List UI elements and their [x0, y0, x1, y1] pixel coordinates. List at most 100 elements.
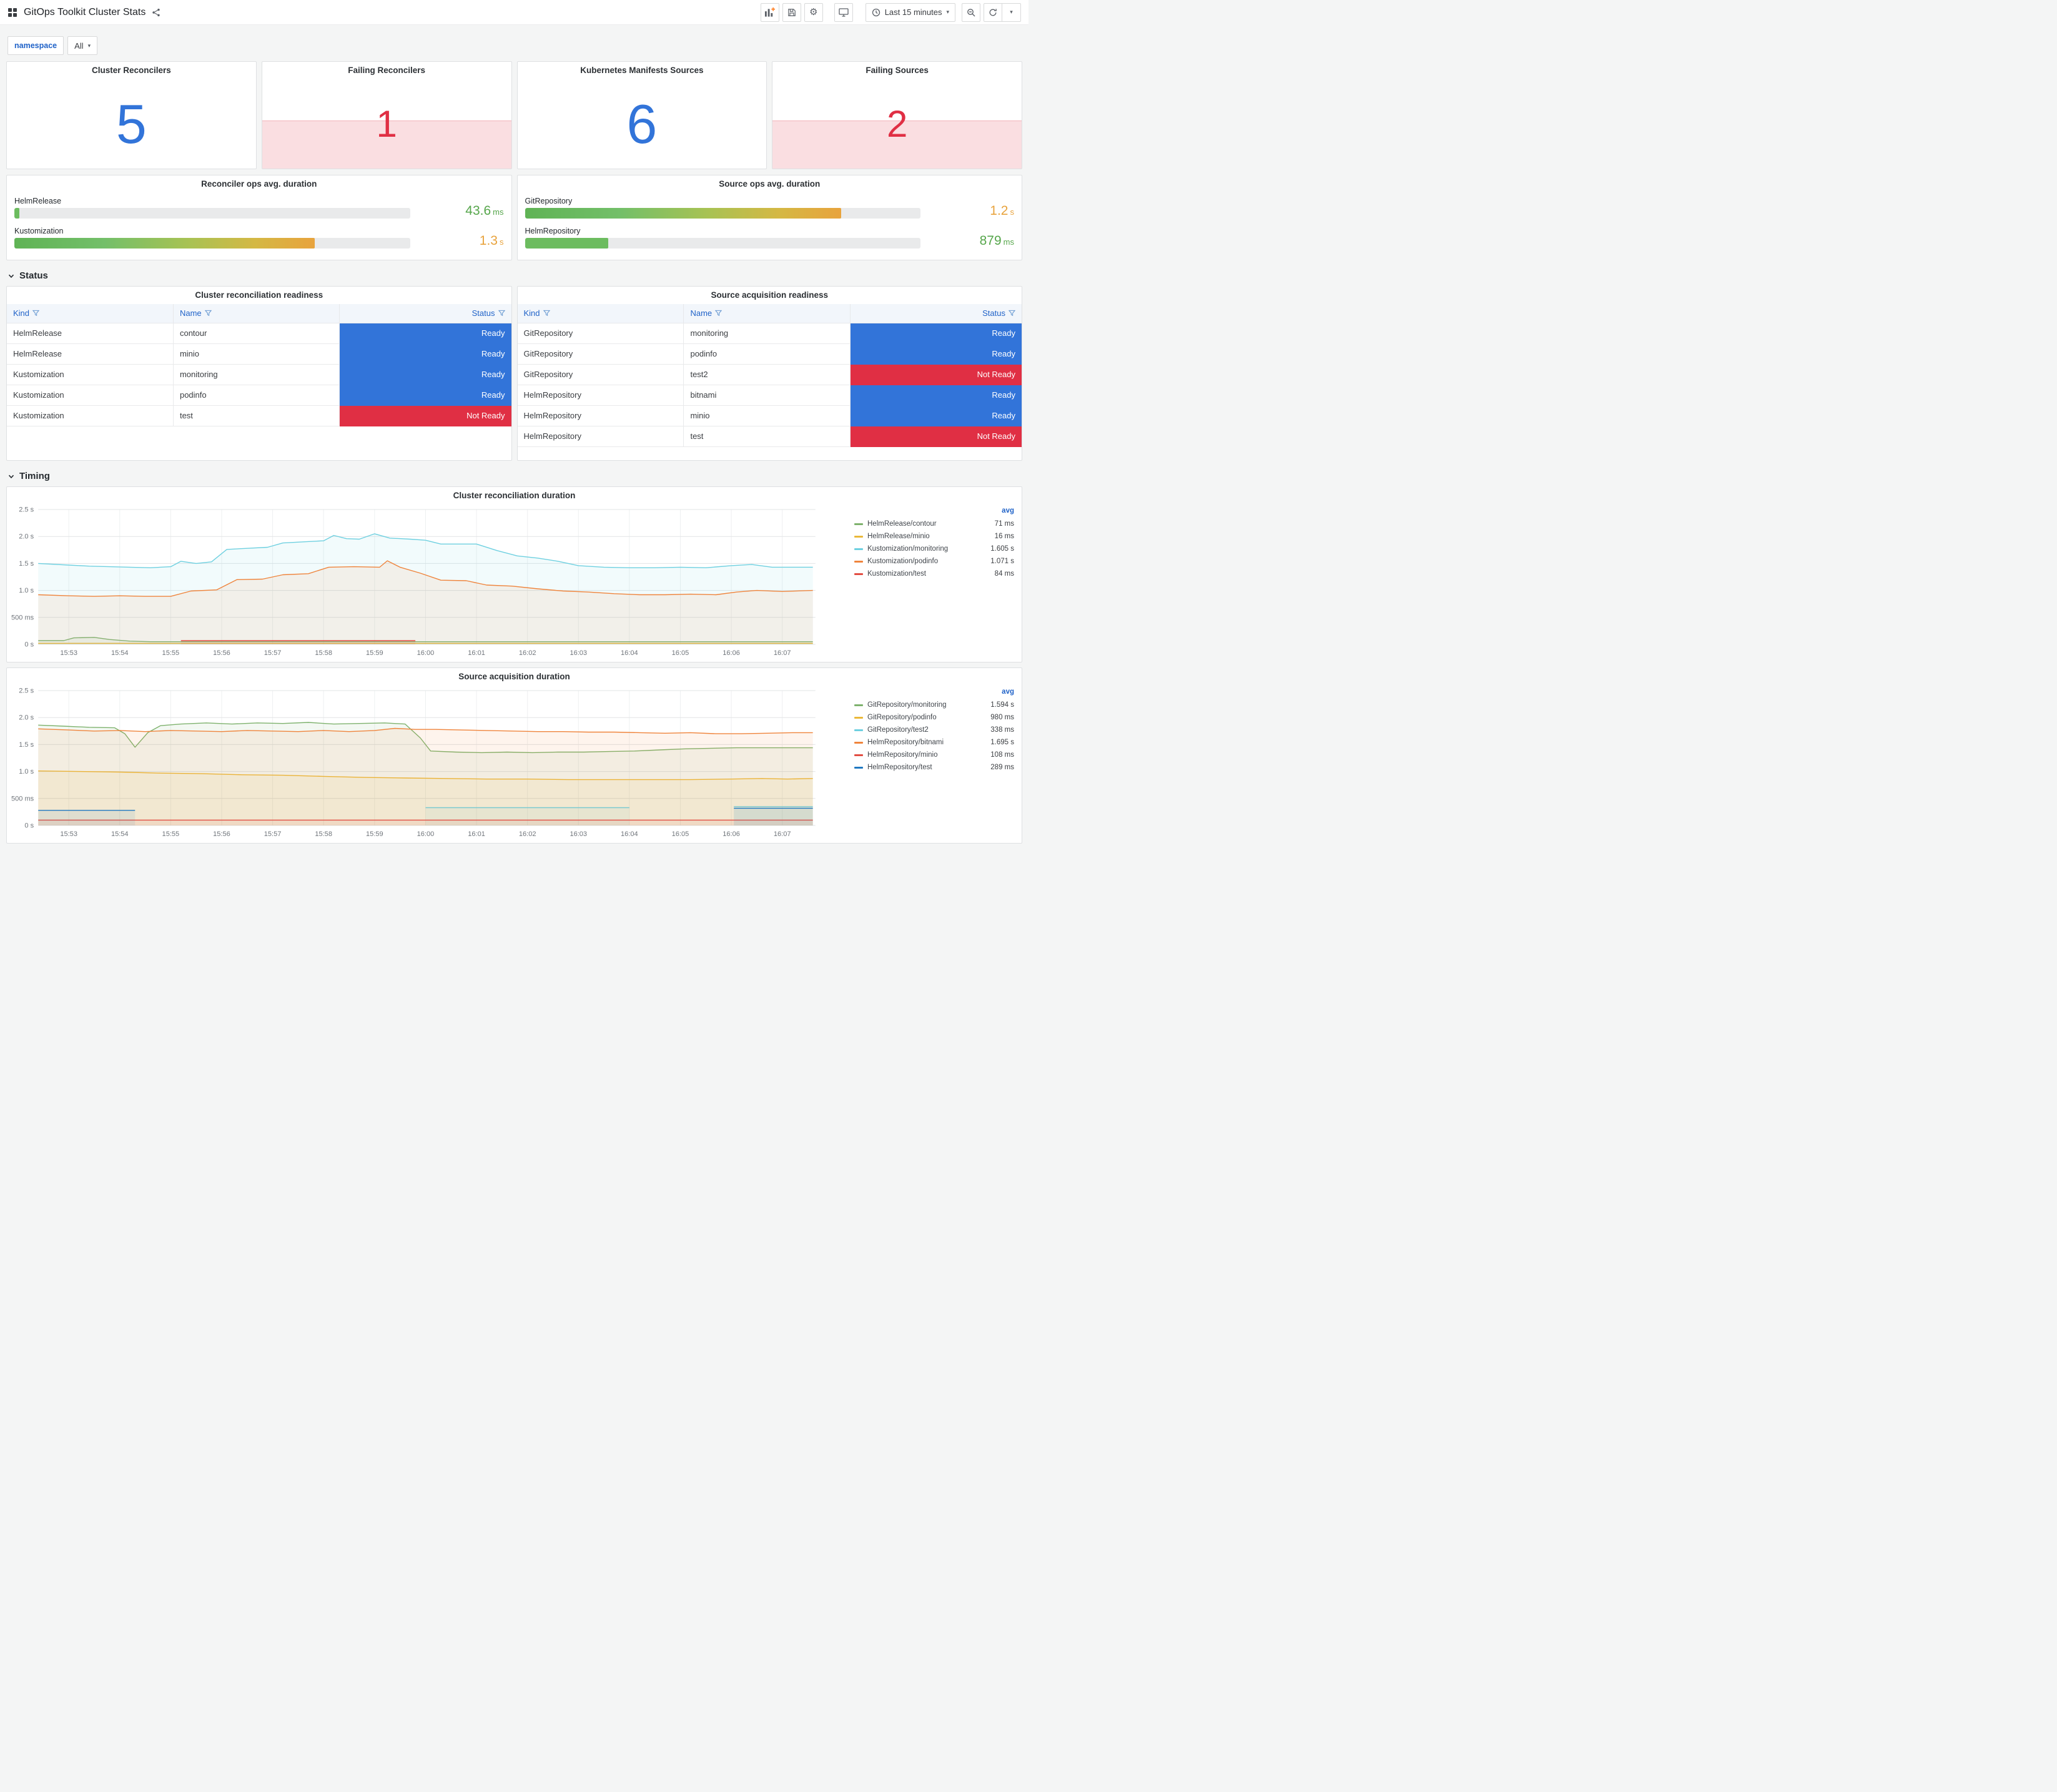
- gauges-row: Reconciler ops avg. duration HelmRelease…: [6, 175, 1022, 260]
- status-badge: Ready: [849, 384, 1022, 406]
- series-color-swatch: [854, 535, 863, 538]
- legend-item[interactable]: Kustomization/monitoring 1.605 s: [854, 543, 1014, 555]
- panel-title[interactable]: Failing Sources: [866, 66, 929, 75]
- save-dashboard-button[interactable]: [782, 2, 801, 22]
- svg-text:16:00: 16:00: [417, 649, 435, 657]
- svg-text:1.5 s: 1.5 s: [19, 741, 34, 749]
- apps-grid-icon[interactable]: [7, 7, 17, 17]
- legend-item[interactable]: Kustomization/test 84 ms: [854, 568, 1014, 580]
- svg-text:16:02: 16:02: [519, 649, 536, 657]
- gauge-track: [14, 238, 410, 249]
- time-series-plot[interactable]: 15:53 15:54 15:55 15:56 15:57 15:58 15:59 16:00…: [7, 686, 854, 842]
- panel-title[interactable]: Reconciler ops avg. duration: [201, 179, 317, 189]
- legend-item[interactable]: Kustomization/podinfo 1.071 s: [854, 555, 1014, 568]
- column-header-kind[interactable]: Kind: [7, 304, 174, 323]
- legend-item[interactable]: HelmRepository/bitnami 1.695 s: [854, 736, 1014, 749]
- status-badge: Not Ready: [339, 405, 511, 426]
- legend-item[interactable]: GitRepository/monitoring 1.594 s: [854, 699, 1014, 711]
- refresh-interval-dropdown[interactable]: ▾: [1002, 2, 1021, 22]
- gauge-value: 43.6 ms: [465, 204, 504, 218]
- svg-text:2.5 s: 2.5 s: [19, 687, 34, 695]
- column-header-name[interactable]: Name: [683, 304, 851, 323]
- chevron-down-icon: ▾: [87, 42, 91, 49]
- svg-text:16:04: 16:04: [621, 830, 638, 838]
- series-color-swatch: [854, 523, 863, 525]
- svg-text:15:56: 15:56: [213, 830, 230, 838]
- stat-value: 5: [116, 92, 147, 155]
- gauge-fill: [14, 238, 315, 249]
- panel-title[interactable]: Source acquisition duration: [458, 672, 570, 681]
- legend-item[interactable]: HelmRepository/test 289 ms: [854, 761, 1014, 774]
- column-header-name[interactable]: Name: [172, 304, 340, 323]
- svg-text:500 ms: 500 ms: [11, 614, 34, 621]
- legend-item[interactable]: HelmRelease/minio 16 ms: [854, 530, 1014, 543]
- panel-title[interactable]: Cluster reconciliation readiness: [195, 290, 323, 300]
- table-row: GitRepository test2 Not Ready: [517, 363, 1022, 385]
- zoom-out-button[interactable]: [962, 2, 980, 22]
- panel-title[interactable]: Source acquisition readiness: [711, 290, 829, 300]
- status-badge: Ready: [339, 363, 511, 385]
- time-range-picker[interactable]: Last 15 minutes ▾: [865, 2, 955, 22]
- status-badge: Ready: [339, 384, 511, 406]
- cell-kind: HelmRepository: [517, 405, 684, 426]
- column-header-kind[interactable]: Kind: [517, 304, 684, 323]
- share-icon[interactable]: [152, 8, 160, 17]
- cell-name: contour: [172, 322, 340, 344]
- chevron-down-icon: [7, 272, 15, 280]
- section-header-timing[interactable]: Timing: [7, 471, 1021, 481]
- series-color-swatch: [854, 766, 863, 769]
- legend-avg-header[interactable]: avg: [1002, 507, 1014, 514]
- gauge-fill: [14, 208, 19, 219]
- cell-kind: Kustomization: [7, 405, 174, 426]
- chart-legend: avg GitRepository/monitoring 1.594 s Git…: [854, 686, 1022, 774]
- add-panel-button[interactable]: [760, 2, 779, 22]
- stats-row: Cluster Reconcilers 5 Failing Reconciler…: [6, 61, 1022, 169]
- svg-text:2.5 s: 2.5 s: [19, 506, 34, 514]
- settings-gear-icon[interactable]: ⚙: [804, 2, 823, 22]
- panel-cluster-reconciliation-duration: Cluster reconciliation duration 15:53 15:…: [6, 486, 1022, 662]
- table-header-row: Kind Name Status: [517, 304, 1022, 323]
- page-title: GitOps Toolkit Cluster Stats: [24, 6, 146, 17]
- legend-avg-header[interactable]: avg: [1002, 688, 1014, 696]
- bar-gauge-row: HelmRepository 879 ms: [525, 227, 1014, 249]
- panel-title[interactable]: Kubernetes Manifests Sources: [580, 66, 704, 75]
- variable-namespace-value-dropdown[interactable]: All ▾: [67, 36, 98, 55]
- bar-gauge-row: GitRepository 1.2 s: [525, 197, 1014, 219]
- stat-alert-band: [772, 121, 1022, 169]
- svg-text:2.0 s: 2.0 s: [19, 714, 34, 722]
- cell-name: test: [172, 405, 340, 426]
- status-tables-row: Cluster reconciliation readiness Kind Na…: [6, 286, 1022, 461]
- legend-item[interactable]: HelmRepository/minio 108 ms: [854, 749, 1014, 761]
- svg-text:15:53: 15:53: [60, 649, 77, 657]
- status-badge: Ready: [849, 343, 1022, 365]
- table-row: HelmRelease contour Ready: [7, 322, 511, 344]
- column-header-status[interactable]: Status: [849, 304, 1022, 323]
- filter-icon: [1009, 310, 1015, 317]
- panel-title[interactable]: Source ops avg. duration: [719, 179, 821, 189]
- svg-text:15:55: 15:55: [162, 830, 180, 838]
- time-series-plot[interactable]: 15:53 15:54 15:55 15:56 15:57 15:58 15:59 16:00…: [7, 505, 854, 661]
- legend-item[interactable]: GitRepository/podinfo 980 ms: [854, 711, 1014, 724]
- cell-kind: Kustomization: [7, 384, 174, 406]
- panel-title[interactable]: Cluster reconciliation duration: [453, 491, 576, 500]
- svg-text:15:54: 15:54: [111, 649, 129, 657]
- table-row: HelmRepository minio Ready: [517, 405, 1022, 426]
- legend-item[interactable]: HelmRelease/contour 71 ms: [854, 518, 1014, 530]
- gauge-track: [525, 208, 920, 219]
- cell-kind: HelmRelease: [7, 322, 174, 344]
- time-range-label: Last 15 minutes: [884, 7, 942, 17]
- section-header-status[interactable]: Status: [7, 270, 1021, 281]
- series-color-swatch: [854, 704, 863, 706]
- filter-icon: [543, 310, 550, 317]
- status-badge: Ready: [849, 322, 1022, 344]
- panel-title[interactable]: Failing Reconcilers: [348, 66, 426, 75]
- refresh-button[interactable]: [984, 2, 1002, 22]
- legend-item[interactable]: GitRepository/test2 338 ms: [854, 724, 1014, 736]
- panel-title[interactable]: Cluster Reconcilers: [91, 66, 171, 75]
- svg-text:15:57: 15:57: [264, 649, 282, 657]
- svg-text:15:54: 15:54: [111, 830, 129, 838]
- cell-name: bitnami: [683, 384, 851, 406]
- cycle-view-monitor-icon[interactable]: [834, 2, 853, 22]
- svg-text:1.5 s: 1.5 s: [19, 560, 34, 568]
- column-header-status[interactable]: Status: [339, 304, 511, 323]
